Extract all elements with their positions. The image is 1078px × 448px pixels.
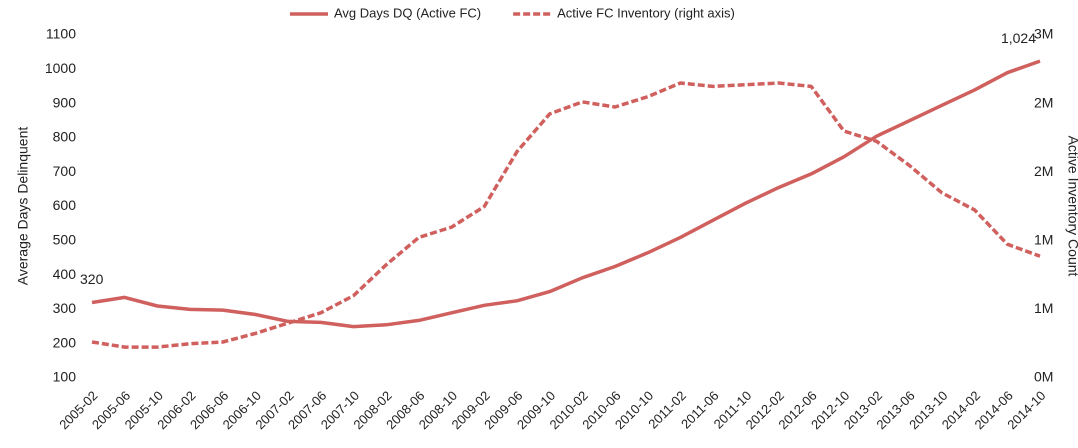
series-line — [91, 59, 1041, 329]
y2-axis-label: Active Inventory Count — [1065, 136, 1078, 277]
y2-tick-label: 1M — [1034, 232, 1053, 248]
y-tick-label: 400 — [53, 266, 77, 282]
y2-tick-label: 1M — [1034, 300, 1053, 316]
legend-label: Avg Days DQ (Active FC) — [334, 5, 481, 20]
y2-tick-label: 0M — [1034, 369, 1053, 385]
y2-tick-label: 2M — [1034, 163, 1053, 179]
y-tick-label: 700 — [53, 163, 77, 179]
y-tick-label: 300 — [53, 300, 77, 316]
series-line — [91, 81, 1041, 349]
annotation: 320 — [80, 271, 104, 287]
y-tick-label: 1000 — [45, 60, 76, 76]
annotation: 1,024 — [1001, 30, 1036, 46]
y2-tick-label: 3M — [1034, 26, 1053, 42]
legend-label: Active FC Inventory (right axis) — [557, 5, 735, 20]
legend: Avg Days DQ (Active FC) Active FC Invento… — [290, 5, 735, 20]
y-tick-label: 500 — [53, 232, 77, 248]
y-tick-label: 900 — [53, 94, 77, 110]
y-tick-label: 100 — [53, 369, 77, 385]
y-tick-label: 200 — [53, 334, 77, 350]
y2-tick-label: 2M — [1034, 94, 1053, 110]
y-tick-label: 600 — [53, 197, 77, 213]
y-axis-label: Average Days Delinquent — [15, 127, 31, 286]
y-tick-label: 1100 — [46, 26, 76, 42]
y-tick-label: 800 — [53, 129, 77, 145]
